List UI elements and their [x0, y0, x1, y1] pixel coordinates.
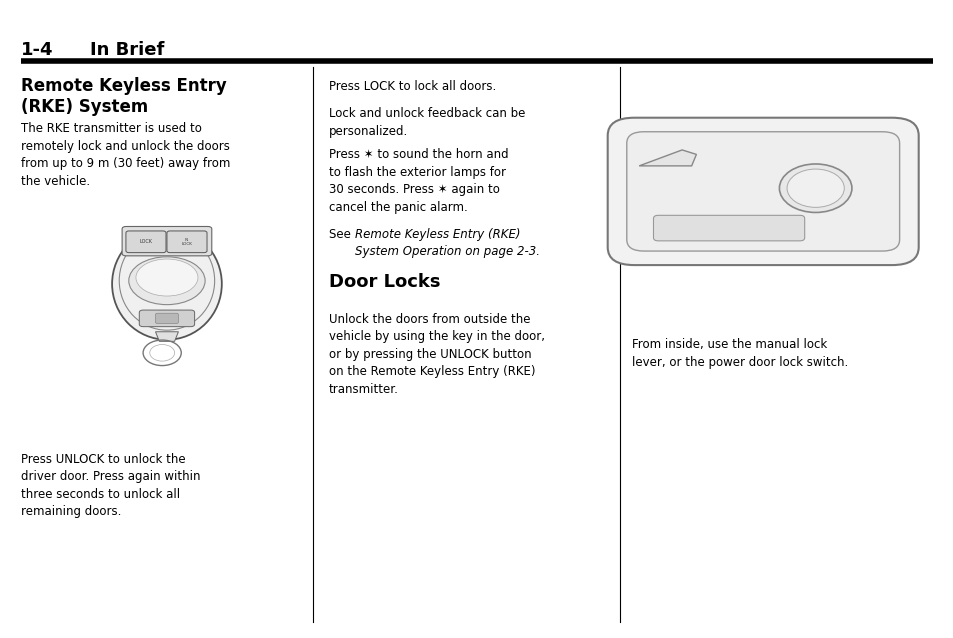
- Text: Remote Keyless Entry
(RKE) System: Remote Keyless Entry (RKE) System: [21, 77, 227, 116]
- FancyBboxPatch shape: [626, 132, 899, 251]
- FancyBboxPatch shape: [126, 231, 166, 253]
- Text: In Brief: In Brief: [65, 41, 164, 59]
- Text: Press ✶ to sound the horn and
to flash the exterior lamps for
30 seconds. Press : Press ✶ to sound the horn and to flash t…: [329, 148, 508, 214]
- Text: Press LOCK to lock all doors.: Press LOCK to lock all doors.: [329, 80, 496, 93]
- FancyBboxPatch shape: [607, 117, 918, 265]
- Ellipse shape: [129, 256, 205, 305]
- Text: Press UNLOCK to unlock the
driver door. Press again within
three seconds to unlo: Press UNLOCK to unlock the driver door. …: [21, 453, 200, 519]
- FancyBboxPatch shape: [155, 313, 178, 323]
- Polygon shape: [155, 332, 178, 341]
- Ellipse shape: [112, 228, 221, 339]
- Text: LOCK: LOCK: [139, 239, 152, 244]
- FancyBboxPatch shape: [653, 216, 804, 241]
- Text: 1-4: 1-4: [21, 41, 53, 59]
- Text: Unlock the doors from outside the
vehicle by using the key in the door,
or by pr: Unlock the doors from outside the vehicl…: [329, 313, 544, 396]
- Polygon shape: [639, 150, 696, 166]
- Text: IN
LOCK: IN LOCK: [181, 237, 193, 246]
- Circle shape: [779, 164, 851, 212]
- Text: From inside, use the manual lock
lever, or the power door lock switch.: From inside, use the manual lock lever, …: [631, 338, 847, 369]
- FancyBboxPatch shape: [167, 231, 207, 253]
- Text: Door Locks: Door Locks: [329, 273, 440, 291]
- Text: See: See: [329, 228, 355, 241]
- Ellipse shape: [135, 259, 197, 296]
- Text: Remote Keyless Entry (RKE)
System Operation on page 2-3.: Remote Keyless Entry (RKE) System Operat…: [355, 228, 539, 258]
- Text: Lock and unlock feedback can be
personalized.: Lock and unlock feedback can be personal…: [329, 107, 525, 138]
- Circle shape: [786, 169, 843, 207]
- Text: The RKE transmitter is used to
remotely lock and unlock the doors
from up to 9 m: The RKE transmitter is used to remotely …: [21, 122, 230, 188]
- FancyBboxPatch shape: [122, 226, 212, 256]
- FancyBboxPatch shape: [139, 310, 194, 327]
